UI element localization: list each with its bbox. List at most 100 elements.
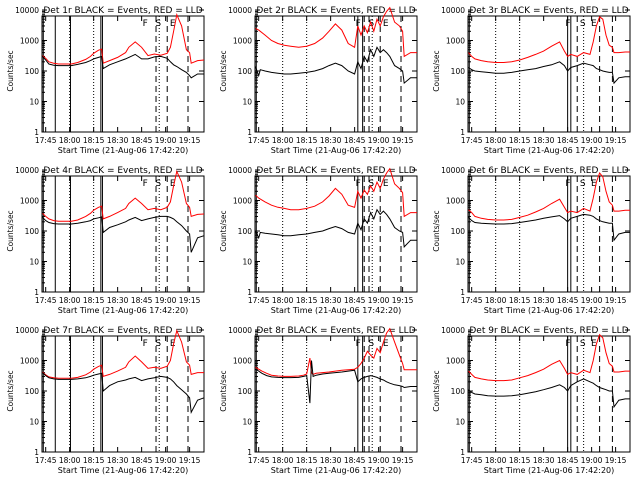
x-tick-label: 18:15 [83,456,105,465]
lld-series-line [255,327,417,377]
x-tick-label: 18:45 [557,136,579,145]
flag-label: S [155,179,161,189]
y-tick-label: 10000 [441,6,465,15]
x-tick-label: 17:45 [461,296,483,305]
x-tick-label: 18:00 [485,456,507,465]
x-tick-label: 18:45 [344,456,366,465]
lld-series-line [468,172,630,221]
events-series-line [468,61,630,85]
chart-panel-1: Det 1r BLACK = Events, RED = LLD 1 10 100 10… [6,6,205,155]
chart-panel-3: Det 3r BLACK = Events, RED = LLD 1 10 100 10… [432,6,631,155]
y-axis-label: Counts/sec [6,50,15,91]
y-tick-label: 1 [247,288,252,297]
x-tick-label: 18:00 [485,136,507,145]
x-tick-label: 18:15 [296,456,318,465]
events-series-line [255,360,417,404]
x-tick-label: 18:15 [509,136,531,145]
chart-panel-4: Det 4r BLACK = Events, RED = LLD 1 10 100 10… [6,166,205,315]
flag-label: E [383,179,389,189]
chart-panel-5: Det 5r BLACK = Events, RED = LLD 1 10 100 10… [219,166,418,315]
plot-frame [467,175,631,293]
y-tick-label: 1000 [446,357,465,366]
y-tick-label: 100 [238,227,253,236]
x-tick-label: 19:15 [392,136,414,145]
x-tick-label: 17:45 [248,296,270,305]
panel-title: Det 5r BLACK = Events, RED = LLD [256,166,415,176]
flag-label: S [580,19,586,29]
x-tick-label: 18:30 [320,296,342,305]
flag-label: S [580,179,586,189]
y-tick-label: 10000 [15,326,39,335]
flag-label: F [356,339,361,349]
y-tick-label: 10 [242,258,252,267]
flag-label: E [383,19,389,29]
x-tick-label: 18:45 [344,296,366,305]
y-tick-label: 1000 [446,197,465,206]
y-tick-label: 10 [29,258,39,267]
y-tick-label: 1000 [233,197,252,206]
flag-label: S [155,339,161,349]
x-tick-label: 18:30 [107,136,129,145]
flag-label: F [565,339,570,349]
y-tick-label: 1000 [233,37,252,46]
y-tick-label: 100 [451,67,466,76]
flag-label: E [591,19,597,29]
panel-title: Det 8r BLACK = Events, RED = LLD [256,326,415,336]
y-axis-label: Counts/sec [6,370,15,411]
x-tick-label: 18:45 [131,136,153,145]
y-tick-label: 1 [247,128,252,137]
x-tick-label: 19:15 [179,456,201,465]
x-axis-label: Start Time (21-Aug-06 17:42:20) [484,306,615,315]
x-tick-label: 18:15 [296,136,318,145]
flag-label: F [143,339,148,349]
chart-panel-6: Det 6r BLACK = Events, RED = LLD 1 10 100 10… [432,166,631,315]
x-tick-label: 18:30 [320,456,342,465]
y-tick-label: 10000 [228,6,252,15]
x-tick-label: 19:00 [581,136,603,145]
x-tick-label: 19:15 [605,456,627,465]
y-tick-label: 1 [34,288,39,297]
y-axis-label: Counts/sec [219,50,228,91]
chart-panel-9: Det 9r BLACK = Events, RED = LLD 1 10 100 10… [432,326,631,475]
x-tick-label: 17:45 [35,296,57,305]
x-tick-label: 19:15 [179,136,201,145]
y-tick-label: 1 [460,448,465,457]
lld-series-line [42,329,204,379]
x-tick-label: 17:45 [35,456,57,465]
x-tick-label: 18:00 [485,296,507,305]
y-axis-label: Counts/sec [432,50,441,91]
plot-frame [41,175,205,293]
y-tick-label: 1000 [233,357,252,366]
x-tick-label: 18:15 [509,296,531,305]
flag-label: F [356,19,361,29]
panel-title: Det 9r BLACK = Events, RED = LLD [469,326,628,336]
chart-panel-7: Det 7r BLACK = Events, RED = LLD 1 10 100 10… [6,326,205,475]
events-series-line [468,378,630,409]
lld-series-line [468,333,630,382]
x-tick-label: 18:00 [59,136,81,145]
x-tick-label: 19:15 [179,296,201,305]
flag-label: S [580,339,586,349]
x-axis-label: Start Time (21-Aug-06 17:42:20) [484,146,615,155]
x-tick-label: 19:15 [605,136,627,145]
y-tick-label: 1 [460,288,465,297]
flag-label: F [143,179,148,189]
events-series-line [42,372,205,414]
flag-label: F [356,179,361,189]
x-axis-label: Start Time (21-Aug-06 17:42:20) [58,466,189,475]
flag-label: E [170,339,176,349]
x-tick-label: 19:00 [581,296,603,305]
y-tick-label: 100 [451,227,466,236]
y-tick-label: 100 [25,227,40,236]
x-axis-label: Start Time (21-Aug-06 17:42:20) [58,146,189,155]
lld-series-line [468,15,630,63]
x-tick-label: 18:30 [533,456,555,465]
events-series-line [255,46,417,85]
y-axis-label: Counts/sec [6,210,15,251]
panel-title: Det 1r BLACK = Events, RED = LLD [43,6,202,16]
x-tick-label: 19:00 [368,136,390,145]
x-tick-label: 18:00 [59,296,81,305]
x-tick-label: 18:00 [59,456,81,465]
x-tick-label: 18:45 [557,296,579,305]
